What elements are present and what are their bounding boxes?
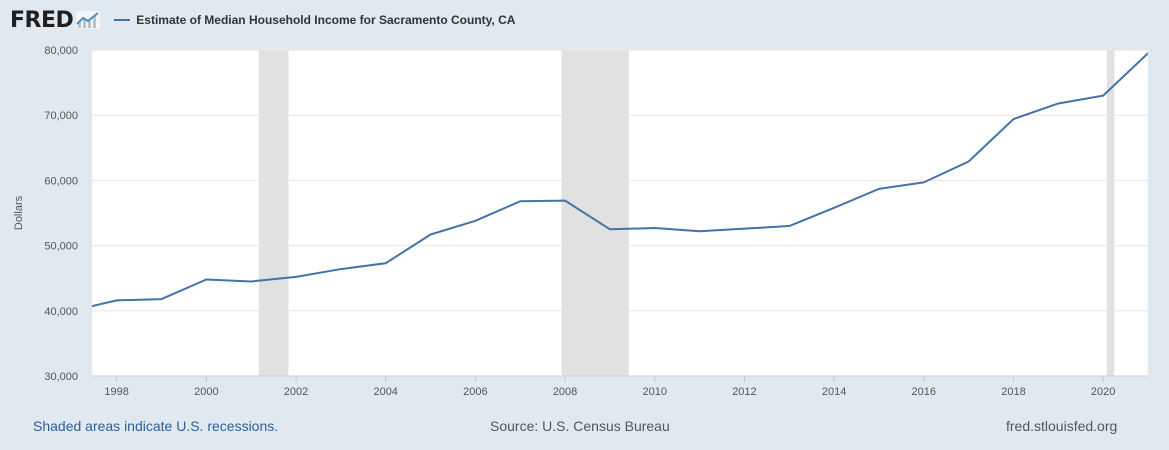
- x-tick-label: 2010: [643, 386, 667, 398]
- recession-band: [561, 50, 629, 376]
- y-tick-label: 80,000: [44, 45, 78, 57]
- y-tick-label: 70,000: [44, 110, 78, 122]
- logo-text: FRED: [10, 7, 74, 33]
- legend-swatch: [114, 19, 131, 21]
- y-tick-label: 50,000: [44, 241, 78, 253]
- source-text: Source: U.S. Census Bureau: [490, 418, 670, 434]
- fred-logo[interactable]: FRED: [10, 7, 101, 33]
- legend-label: Estimate of Median Household Income for …: [136, 13, 516, 27]
- x-tick-label: 2002: [284, 386, 308, 398]
- y-tick-label: 30,000: [44, 371, 78, 383]
- recession-band: [1106, 50, 1115, 376]
- x-tick-label: 2018: [1001, 386, 1025, 398]
- x-tick-label: 2016: [912, 386, 936, 398]
- recession-note-link[interactable]: Shaded areas indicate U.S. recessions.: [33, 418, 279, 434]
- x-tick-label: 2012: [732, 386, 756, 398]
- chart-header: FRED Estimate of Median Household Income…: [10, 6, 515, 34]
- x-tick-label: 2020: [1091, 386, 1115, 398]
- x-tick-label: 2006: [463, 386, 487, 398]
- recession-band: [258, 50, 289, 376]
- legend: Estimate of Median Household Income for …: [114, 13, 515, 27]
- chart: 30,000 40,000 50,000 60,000 70,000 80,000 1998…: [13, 45, 1148, 398]
- y-axis-label: Dollars: [13, 195, 25, 230]
- y-tick-label: 40,000: [44, 306, 78, 318]
- y-tick-label: 60,000: [44, 175, 78, 187]
- x-tick-label: 2008: [553, 386, 577, 398]
- x-tick-label: 1998: [104, 386, 128, 398]
- x-tick-label: 2004: [373, 386, 397, 398]
- x-tick-label: 2000: [194, 386, 218, 398]
- x-tick-label: 2014: [822, 386, 846, 398]
- chart-line-icon: [76, 11, 101, 29]
- site-link[interactable]: fred.stlouisfed.org: [1006, 418, 1118, 434]
- series-line: [92, 52, 1148, 308]
